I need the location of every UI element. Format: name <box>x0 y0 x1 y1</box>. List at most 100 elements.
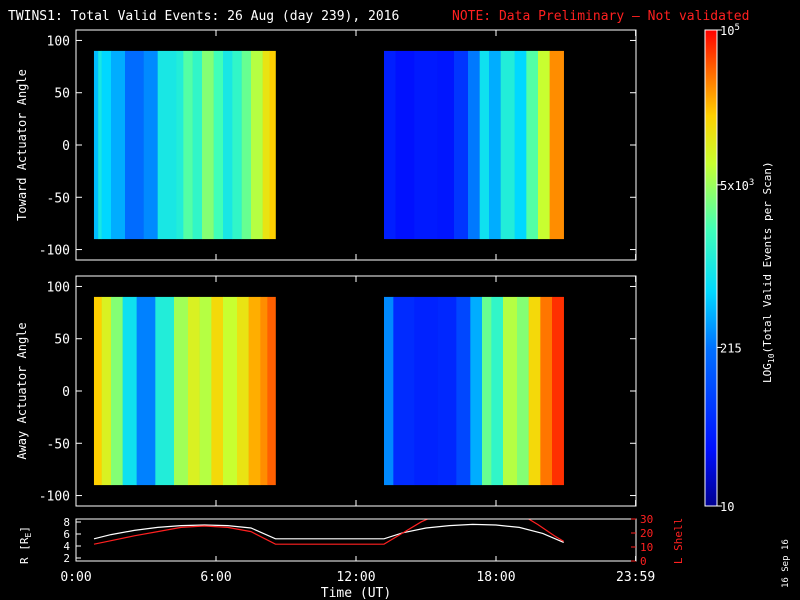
x-tick-label: 0:00 <box>60 570 91 585</box>
toward-ytick-label: 50 <box>54 87 70 102</box>
colorbar-label: LOG10(Total Valid Events per Scan) <box>761 161 776 383</box>
toward-heat-band <box>192 50 203 240</box>
orbit-y2tick-label: 30 <box>640 513 653 526</box>
toward-heat-band <box>454 50 469 240</box>
toward-heat-band <box>202 50 214 240</box>
toward-heat-band <box>414 50 438 240</box>
away-heat-band <box>393 296 415 486</box>
toward-heat-band <box>538 50 550 240</box>
toward-ytick-label: 0 <box>62 139 70 154</box>
colorbar-tick-label: 105 <box>720 23 740 38</box>
toward-heat-band <box>93 50 99 240</box>
x-axis-label: Time (UT) <box>321 586 391 600</box>
preliminary-note: NOTE: Data Preliminary — Not validated <box>452 9 749 24</box>
toward-heat-band <box>489 50 501 240</box>
generated-date-stamp: 16 Sep 16 <box>781 539 791 588</box>
away-heat-band <box>503 296 518 486</box>
toward-heat-band <box>111 50 126 240</box>
toward-heatmap-data <box>93 50 564 240</box>
colorbar-gradient <box>704 29 718 507</box>
away-heat-band <box>384 296 394 486</box>
orbit-panel-frame <box>75 518 637 562</box>
away-heat-band <box>155 296 175 486</box>
toward-ylabel: Toward Actuator Angle <box>15 69 29 221</box>
orbit-ytick-label: 8 <box>63 516 70 529</box>
l-shell-line <box>93 519 565 545</box>
toward-heat-band <box>176 50 184 240</box>
toward-heat-band <box>549 50 564 240</box>
away-heat-band <box>437 296 457 486</box>
away-ytick-label: -100 <box>39 490 70 505</box>
away-heat-band <box>517 296 529 486</box>
toward-ytick-label: 100 <box>47 34 70 49</box>
away-heat-band <box>122 296 137 486</box>
away-heat-band <box>237 296 249 486</box>
toward-ytick-label: -50 <box>47 191 70 206</box>
toward-heat-band <box>241 50 252 240</box>
away-heat-band <box>101 296 112 486</box>
away-heat-band <box>414 296 438 486</box>
x-tick-label: 18:00 <box>476 570 515 585</box>
toward-heat-band <box>479 50 490 240</box>
toward-heat-band <box>157 50 177 240</box>
toward-heat-band <box>514 50 527 240</box>
away-ytick-label: 50 <box>54 333 70 348</box>
toward-heat-band <box>232 50 242 240</box>
away-heat-band <box>260 296 268 486</box>
toward-heat-band <box>213 50 224 240</box>
toward-ytick-label: -100 <box>39 244 70 259</box>
toward-heat-band <box>395 50 415 240</box>
toward-heat-band <box>251 50 263 240</box>
away-heat-band <box>136 296 156 486</box>
colorbar: 105 5x103 215 10 LOG10(Total Valid Events p… <box>704 23 776 514</box>
orbit-ylabel-right: L Shell <box>672 518 685 564</box>
away-heat-band <box>456 296 471 486</box>
toward-heat-band <box>468 50 480 240</box>
away-heat-band <box>491 296 504 486</box>
toward-heat-band <box>500 50 515 240</box>
away-ytick-label: 0 <box>62 385 70 400</box>
radial-distance-line <box>93 523 564 543</box>
toward-axes: 100 50 0 -50 -100 <box>39 30 637 260</box>
away-heat-band <box>111 296 123 486</box>
away-ytick-label: 100 <box>47 280 70 295</box>
colorbar-ticks: 105 5x103 215 10 <box>717 23 754 514</box>
toward-heat-band <box>526 50 539 240</box>
toward-heat-band <box>101 50 112 240</box>
toward-heat-band <box>125 50 144 240</box>
toward-heat-band <box>98 50 102 240</box>
toward-heatmap-panel: 100 50 0 -50 -100 Toward Actuator Angle <box>15 29 637 261</box>
toward-heat-band <box>384 50 396 240</box>
orbit-y2tick-label: 0 <box>640 555 647 568</box>
toward-heat-band <box>262 50 270 240</box>
orbit-y2tick-label: 20 <box>640 527 653 540</box>
orbit-ytick-label: 4 <box>63 540 70 553</box>
away-heat-band <box>528 296 541 486</box>
figure-title: TWINS1: Total Valid Events: 26 Aug (day … <box>8 9 399 24</box>
orbit-ylabel-left: R [RE] <box>18 526 33 564</box>
x-tick-label: 23:59 <box>616 570 655 585</box>
colorbar-tick-label: 215 <box>720 341 742 355</box>
away-heatmap-panel: 100 50 0 -50 -100 Away Actuator Angle <box>15 275 637 507</box>
toward-heat-band <box>223 50 233 240</box>
away-heat-band <box>248 296 261 486</box>
away-heat-band <box>540 296 553 486</box>
x-tick-labels: 0:00 6:00 12:00 18:00 23:59 <box>60 570 655 585</box>
away-heat-band <box>199 296 212 486</box>
toward-heat-band <box>183 50 193 240</box>
x-tick-label: 6:00 <box>200 570 231 585</box>
away-heat-band <box>267 296 276 486</box>
orbit-y2tick-label: 10 <box>640 541 653 554</box>
colorbar-tick-label: 5x103 <box>720 178 754 193</box>
colorbar-tick-label: 10 <box>720 500 734 514</box>
away-heat-band <box>552 296 564 486</box>
away-heat-band <box>482 296 492 486</box>
orbit-lines <box>93 519 565 545</box>
away-heat-band <box>470 296 483 486</box>
away-ylabel: Away Actuator Angle <box>15 322 29 459</box>
toward-heat-band <box>143 50 158 240</box>
away-heat-band <box>93 296 102 486</box>
